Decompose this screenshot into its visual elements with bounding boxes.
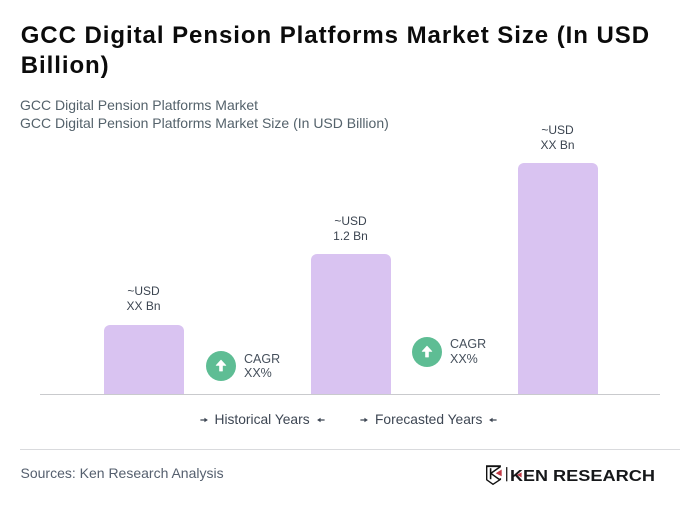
svg-text:RESEARCH: RESEARCH bbox=[553, 468, 655, 485]
svg-text:KEN: KEN bbox=[510, 468, 548, 485]
